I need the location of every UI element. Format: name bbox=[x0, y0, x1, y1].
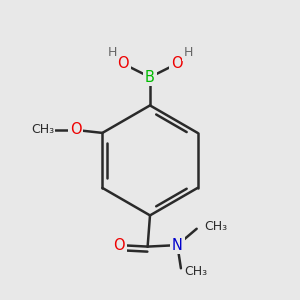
Text: H: H bbox=[107, 46, 117, 59]
Text: CH₃: CH₃ bbox=[204, 220, 227, 233]
Text: H: H bbox=[183, 46, 193, 59]
Text: CH₃: CH₃ bbox=[184, 266, 207, 278]
Text: O: O bbox=[171, 56, 183, 71]
Text: N: N bbox=[172, 238, 183, 253]
Text: O: O bbox=[114, 238, 125, 253]
Text: CH₃: CH₃ bbox=[31, 123, 54, 136]
Text: O: O bbox=[70, 122, 81, 137]
Text: O: O bbox=[117, 56, 129, 71]
Text: B: B bbox=[145, 70, 155, 85]
